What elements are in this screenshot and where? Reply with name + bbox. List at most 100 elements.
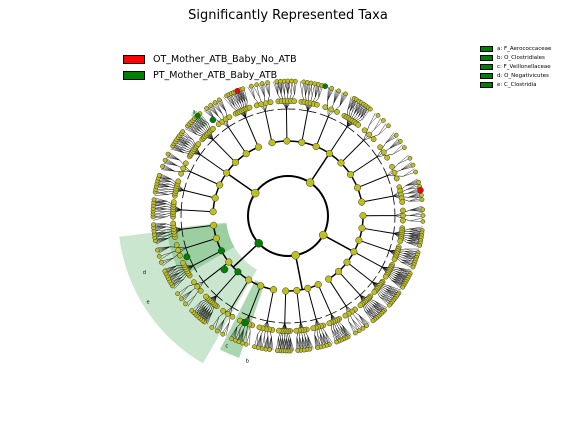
biomarker-node-e bbox=[221, 266, 228, 273]
key-swatch bbox=[480, 64, 493, 70]
class-node bbox=[338, 160, 345, 167]
class-edge bbox=[200, 155, 226, 173]
order-node bbox=[174, 242, 179, 247]
leaf-node bbox=[190, 309, 194, 313]
leaf-node bbox=[275, 349, 279, 353]
class-arc bbox=[368, 276, 377, 287]
class-node bbox=[210, 208, 217, 215]
order-node bbox=[259, 102, 264, 107]
key-item-a: a: F_Aerococcaceae bbox=[480, 44, 551, 53]
leaf-edge bbox=[369, 113, 375, 125]
order-node bbox=[179, 171, 184, 176]
leaf-node bbox=[417, 180, 421, 184]
order-node bbox=[268, 100, 273, 105]
leaf-edge bbox=[155, 194, 168, 195]
biomarker-node-d bbox=[184, 254, 190, 260]
order-node bbox=[171, 200, 176, 205]
order-node bbox=[343, 313, 348, 318]
leaf-node bbox=[408, 156, 412, 160]
order-node bbox=[372, 289, 377, 294]
leaf-node bbox=[155, 248, 159, 252]
key-swatch bbox=[480, 73, 493, 79]
leaf-node bbox=[213, 100, 217, 104]
class-node bbox=[313, 143, 320, 150]
clade-letter: e bbox=[147, 299, 150, 305]
class-node bbox=[315, 281, 322, 288]
order-node bbox=[367, 132, 372, 137]
class-node bbox=[235, 269, 242, 276]
order-node bbox=[329, 107, 334, 112]
class-edge bbox=[354, 252, 382, 267]
legend-label-ot: OT_Mother_ATB_Baby_No_ATB bbox=[153, 54, 297, 65]
order-node bbox=[292, 99, 297, 104]
leaf-node bbox=[401, 285, 405, 289]
leaf-node bbox=[217, 98, 221, 102]
order-node bbox=[392, 257, 397, 262]
class-edge bbox=[341, 140, 364, 163]
order-node bbox=[400, 208, 405, 213]
leaf-node bbox=[160, 164, 164, 168]
class-node bbox=[347, 171, 354, 178]
leaf-node bbox=[402, 146, 406, 150]
class-node bbox=[304, 285, 311, 292]
class-node bbox=[344, 259, 351, 266]
leaf-edge bbox=[352, 320, 362, 329]
leaf-edge bbox=[259, 84, 265, 96]
leaf-node bbox=[386, 124, 390, 128]
class-node bbox=[356, 237, 363, 244]
leaf-node bbox=[215, 329, 219, 333]
order-node bbox=[327, 321, 332, 326]
class-edge bbox=[213, 140, 235, 163]
class-node bbox=[232, 159, 239, 166]
leaf-node bbox=[419, 193, 423, 197]
clade-letter: b bbox=[246, 359, 249, 365]
clade-letter: d bbox=[143, 270, 146, 276]
phylum-edge bbox=[310, 153, 329, 182]
leaf-node bbox=[157, 254, 161, 258]
leaf-node bbox=[361, 326, 365, 330]
class-node bbox=[226, 259, 233, 266]
leaf-node bbox=[330, 86, 334, 90]
order-node bbox=[276, 328, 281, 333]
class-edge bbox=[329, 279, 346, 306]
class-legend: OT_Mother_ATB_Baby_No_ATB PT_Mother_ATB_… bbox=[123, 51, 297, 83]
leaf-node bbox=[411, 163, 415, 167]
order-node bbox=[247, 105, 252, 110]
biomarker-node-red-right bbox=[418, 187, 424, 193]
phylum-edge bbox=[296, 255, 303, 289]
legend-label-pt: PT_Mother_ATB_Baby_ATB bbox=[153, 70, 277, 81]
leaf-node bbox=[205, 106, 209, 110]
key-item-b: b: O_Clostridiales bbox=[480, 53, 551, 62]
order-node bbox=[362, 128, 367, 133]
leaf-node bbox=[398, 139, 402, 143]
class-edge bbox=[362, 228, 394, 233]
order-node bbox=[389, 164, 394, 169]
order-node bbox=[176, 179, 181, 184]
leaf-node bbox=[260, 346, 264, 350]
leaf-node bbox=[365, 324, 369, 328]
leaf-node bbox=[418, 243, 422, 247]
key-item-e: e: C_Clostridia bbox=[480, 80, 551, 89]
order-node bbox=[392, 170, 397, 175]
leaf-node bbox=[316, 346, 320, 350]
leaf-node bbox=[152, 198, 156, 202]
order-node bbox=[181, 166, 186, 171]
leaf-node bbox=[209, 103, 213, 107]
order-node bbox=[198, 288, 203, 293]
class-edge bbox=[184, 190, 215, 198]
leaf-node bbox=[421, 208, 425, 212]
class-node bbox=[269, 139, 276, 146]
leaf-node bbox=[159, 260, 163, 264]
class-edge bbox=[228, 127, 246, 154]
class-edge bbox=[265, 111, 272, 142]
order-node bbox=[195, 284, 200, 289]
key-item-d: d: O_Negativicutes bbox=[480, 71, 551, 80]
clade-key: a: F_Aerococcaceae b: O_Clostridiales c:… bbox=[480, 44, 551, 89]
order-node bbox=[183, 161, 188, 166]
class-edge bbox=[350, 157, 377, 175]
order-node bbox=[210, 126, 215, 131]
class-edge bbox=[362, 196, 393, 202]
biomarker-node-a2 bbox=[195, 113, 200, 118]
class-edge bbox=[329, 127, 347, 154]
order-node bbox=[177, 253, 182, 258]
